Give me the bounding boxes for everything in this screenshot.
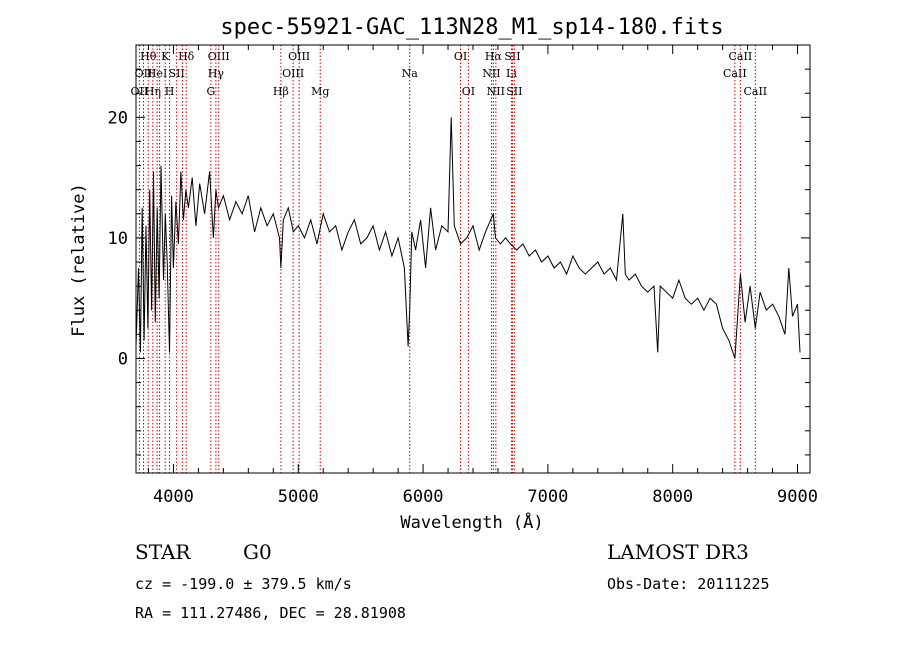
line-marker-label: Hη (145, 85, 161, 98)
line-marker-label: Hα (485, 50, 503, 63)
x-tick-label: 5000 (278, 487, 319, 507)
line-marker-label: Li (506, 67, 517, 80)
x-tick-label: 6000 (403, 487, 444, 507)
line-marker-label: Hθ (140, 50, 157, 63)
line-marker-label: NII (482, 67, 500, 80)
line-marker-label: OIII (208, 50, 230, 63)
line-marker-label: SII (506, 85, 522, 98)
y-axis-label: Flux (relative) (69, 183, 89, 337)
spectrum-line (136, 117, 801, 359)
line-marker-label: OI (462, 85, 475, 98)
x-tick-label: 9000 (777, 487, 818, 507)
x-tick-label: 4000 (153, 487, 194, 507)
line-marker-label: G (206, 85, 215, 98)
y-tick-label: 20 (108, 108, 128, 128)
line-marker-label: OI (454, 50, 467, 63)
coordinates: RA = 111.27486, DEC = 28.81908 (135, 604, 406, 622)
line-marker-label: Hδ (178, 50, 195, 63)
line-marker-label: Hγ (208, 67, 225, 80)
line-marker-label: CaII (743, 85, 767, 98)
y-tick-label: 0 (118, 349, 128, 369)
plot-frame (135, 44, 811, 474)
observation-date: Obs-Date: 20111225 (607, 575, 770, 593)
line-marker-label: SII (169, 67, 185, 80)
line-marker-label: SII (504, 50, 520, 63)
x-tick-label: 7000 (527, 487, 568, 507)
survey-name: LAMOST DR3 (607, 540, 749, 564)
spectrum-series (136, 117, 801, 359)
line-marker-label: HeI (147, 67, 167, 80)
y-tick-label: 10 (108, 229, 128, 249)
object-subclass: G0 (243, 540, 272, 564)
redshift-velocity: cz = -199.0 ± 379.5 km/s (135, 575, 352, 593)
line-marker-label: CaII (729, 50, 753, 63)
x-tick-label: 8000 (652, 487, 693, 507)
line-marker-label: CaII (723, 67, 747, 80)
line-marker-label: Mg (311, 85, 329, 98)
line-marker-label: OIII (288, 50, 310, 63)
line-marker-label: Hβ (273, 85, 289, 98)
line-marker-label: NII (487, 85, 505, 98)
axes: 4000 5000 6000 7000 8000 9000 0 10 20 (108, 44, 818, 507)
line-marker-label: Na (402, 67, 419, 80)
line-markers: OIIOIIHθHηHeIKHSIIHδGHγOIIIHβOIIIOIIIMgN… (131, 45, 767, 473)
line-marker-label: K (161, 50, 170, 63)
line-marker-label: H (165, 85, 175, 98)
x-axis-label: Wavelength (Å) (400, 511, 543, 533)
line-marker-label: OIII (282, 67, 304, 80)
object-type: STAR (135, 540, 191, 564)
chart-title: spec-55921-GAC_113N28_M1_sp14-180.fits (220, 15, 723, 40)
